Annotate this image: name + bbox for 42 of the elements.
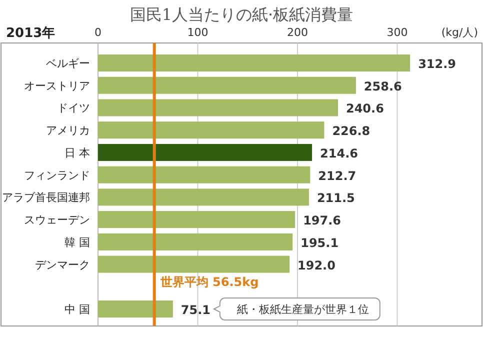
y-tick-label: アラブ首長国連邦 <box>2 191 90 204</box>
ref-line-label: 世界平均 56.5kg <box>159 275 259 289</box>
bar <box>98 300 173 318</box>
y-tick-label: ベルギー <box>46 57 90 70</box>
data-label: 226.8 <box>332 124 370 138</box>
y-tick-label: オーストリア <box>24 79 90 92</box>
x-tick-label: 200 <box>286 26 308 39</box>
bar <box>98 144 312 161</box>
x-tick-label: 300 <box>386 26 408 39</box>
data-label: 197.6 <box>303 214 342 228</box>
y-tick-label: ドイツ <box>57 102 90 115</box>
data-label: 240.6 <box>346 102 384 116</box>
data-label: 75.1 <box>180 303 211 317</box>
x-axis-title: (kg/人) <box>441 26 478 39</box>
x-tick-label: 100 <box>187 26 208 39</box>
data-label: 212.7 <box>318 168 356 183</box>
bar <box>98 76 356 94</box>
bar <box>98 54 410 72</box>
data-label: 211.5 <box>316 191 355 206</box>
bar <box>98 166 310 184</box>
data-label: 214.6 <box>320 146 358 160</box>
x-tick-label: 0 <box>94 26 102 39</box>
y-tick-label: 日 本 <box>64 146 90 160</box>
data-label: 258.6 <box>364 79 402 94</box>
y-tick-label: 韓 国 <box>64 236 90 249</box>
y-tick-label: 中 国 <box>64 303 90 316</box>
y-tick-label: デンマーク <box>35 258 90 272</box>
data-label: 192.0 <box>298 258 336 272</box>
y-tick-label: スウェーデン <box>24 214 90 227</box>
chart-subtitle: 2013年 <box>6 26 56 41</box>
chart-title: 国民1人当たりの紙·板紙消費量 <box>130 5 354 24</box>
y-tick-label: アメリカ <box>46 124 90 138</box>
annotation: 紙・板紙生産量が世界１位 <box>236 303 369 316</box>
y-tick-label: フィンランド <box>24 168 90 182</box>
bar <box>98 99 338 116</box>
bar <box>98 233 293 250</box>
bar <box>98 188 309 206</box>
bar <box>98 256 290 273</box>
bar <box>98 122 324 139</box>
data-label: 195.1 <box>300 236 339 250</box>
data-label: 312.9 <box>418 57 456 71</box>
bar <box>98 211 296 228</box>
